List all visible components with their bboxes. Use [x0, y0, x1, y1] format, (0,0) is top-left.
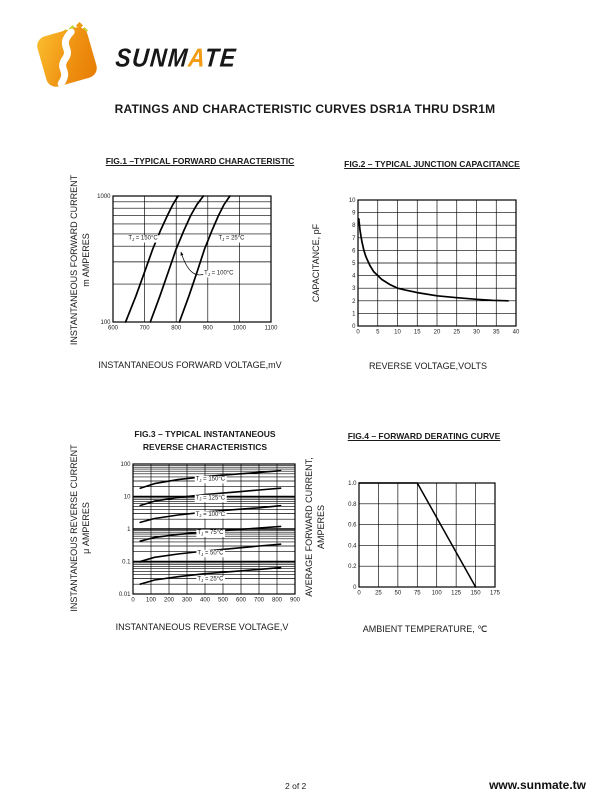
svg-text:100: 100: [146, 598, 157, 604]
svg-text:8: 8: [352, 223, 356, 229]
svg-text:100: 100: [100, 320, 111, 326]
svg-text:300: 300: [182, 598, 193, 604]
svg-text:0.01: 0.01: [119, 592, 131, 598]
svg-text:0: 0: [356, 330, 360, 336]
fig4-chart: 0 25 50 75 100 125 150 175 1.0 0.8 0.6 0.4 0.2 0: [348, 481, 501, 597]
fig4-x-axis-label: AMBIENT TEMPERATURE, ℃: [362, 624, 488, 634]
svg-text:2: 2: [352, 299, 356, 305]
svg-text:500: 500: [218, 598, 229, 604]
svg-text:400: 400: [200, 598, 211, 604]
svg-text:10: 10: [394, 330, 401, 336]
svg-text:800: 800: [171, 326, 182, 332]
svg-text:0.2: 0.2: [348, 564, 357, 570]
svg-text:0.1: 0.1: [122, 560, 131, 566]
svg-text:10: 10: [349, 198, 356, 204]
svg-text:700: 700: [140, 326, 151, 332]
svg-text:200: 200: [164, 598, 175, 604]
svg-text:175: 175: [490, 591, 501, 597]
svg-text:TJ = 150°C: TJ = 150°C: [196, 477, 226, 483]
svg-text:600: 600: [236, 598, 247, 604]
svg-text:TJ = 25°C: TJ = 25°C: [218, 236, 245, 242]
svg-text:TJ = 100°C: TJ = 100°C: [204, 271, 234, 277]
svg-text:75: 75: [414, 591, 421, 597]
website-url: www.sunmate.tw: [489, 778, 586, 792]
svg-text:7: 7: [352, 236, 356, 242]
svg-text:TJ = 150°C: TJ = 150°C: [128, 236, 158, 242]
brand-pre: SUNM: [114, 44, 190, 74]
svg-text:900: 900: [290, 598, 301, 604]
fig1-title: FIG.1 –TYPICAL FORWARD CHARACTERISTIC: [105, 156, 295, 166]
svg-text:TJ = 25°C: TJ = 25°C: [197, 577, 224, 583]
svg-text:0: 0: [357, 591, 361, 597]
fig1-x-axis-label: INSTANTANEOUS FORWARD VOLTAGE,mV: [98, 360, 282, 370]
svg-text:150: 150: [471, 591, 482, 597]
svg-text:125: 125: [451, 591, 462, 597]
fig1-chart: TJ = 150°C TJ = 25°C TJ = 100°C 600 700 800 90…: [97, 194, 279, 332]
svg-text:1: 1: [352, 311, 356, 317]
fig2-chart: 0 5 10 15 20 25 30 35 40 0 1 2 3 4 5 6 7 8 9 10: [349, 198, 520, 336]
fig2-x-axis-label: REVERSE VOLTAGE,VOLTS: [368, 361, 488, 371]
svg-text:10: 10: [124, 495, 131, 501]
svg-text:TJ = 50°C: TJ = 50°C: [197, 550, 224, 556]
fig4-title: FIG.4 – FORWARD DERATING CURVE: [347, 431, 501, 441]
svg-text:5: 5: [352, 261, 356, 267]
fig3-x-axis-label: INSTANTANEOUS REVERSE VOLTAGE,V: [115, 622, 289, 632]
svg-text:3: 3: [352, 286, 356, 292]
page-number: 2 of 2: [285, 781, 307, 791]
fig2-y-axis-label: CAPACITANCE, pF: [311, 223, 321, 303]
svg-text:40: 40: [513, 330, 520, 336]
svg-text:TJ = 75°C: TJ = 75°C: [197, 530, 224, 536]
svg-text:100: 100: [120, 462, 131, 468]
svg-text:1000: 1000: [233, 326, 247, 332]
logo-swoosh-icon: [57, 28, 75, 88]
svg-text:4: 4: [352, 274, 356, 280]
svg-text:0: 0: [352, 324, 356, 330]
brand-wordmark: SUNMATE: [114, 44, 238, 74]
svg-text:TJ = 100°C: TJ = 100°C: [196, 512, 226, 518]
fig3-chart: TJ = 150°C TJ = 125°C TJ = 100°C TJ = 75°C T…: [119, 462, 301, 604]
svg-text:1: 1: [127, 527, 131, 533]
svg-text:30: 30: [473, 330, 480, 336]
sunmate-logo-mark: [34, 24, 100, 90]
svg-text:25: 25: [375, 591, 382, 597]
svg-text:0.8: 0.8: [348, 502, 357, 508]
brand-post: TE: [203, 44, 239, 74]
svg-text:TJ = 125°C: TJ = 125°C: [196, 495, 226, 501]
svg-text:1100: 1100: [265, 326, 279, 332]
svg-text:50: 50: [395, 591, 402, 597]
svg-text:5: 5: [376, 330, 380, 336]
svg-text:25: 25: [453, 330, 460, 336]
svg-text:1000: 1000: [97, 194, 111, 200]
svg-text:15: 15: [414, 330, 421, 336]
svg-text:100: 100: [432, 591, 443, 597]
page-title: RATINGS AND CHARACTERISTIC CURVES DSR1A …: [114, 102, 496, 116]
svg-text:900: 900: [203, 326, 214, 332]
fig2-title: FIG.2 – TYPICAL JUNCTION CAPACITANCE: [344, 159, 520, 169]
svg-text:700: 700: [254, 598, 265, 604]
fig3-title: FIG.3 – TYPICAL INSTANTANEOUS REVERSE CH…: [134, 429, 276, 452]
svg-text:35: 35: [493, 330, 500, 336]
svg-text:6: 6: [352, 248, 356, 254]
svg-text:20: 20: [434, 330, 441, 336]
svg-text:600: 600: [108, 326, 119, 332]
svg-text:1.0: 1.0: [348, 481, 357, 487]
svg-text:0.4: 0.4: [348, 543, 357, 549]
svg-text:800: 800: [272, 598, 283, 604]
svg-text:9: 9: [352, 211, 356, 217]
svg-text:0: 0: [131, 598, 135, 604]
fig3-y-axis-label: INSTANTANEOUS REVERSE CURRENT μ AMPERES: [69, 444, 91, 612]
svg-text:0.6: 0.6: [348, 523, 357, 529]
svg-text:0: 0: [353, 585, 357, 591]
fig4-y-axis-label: AVERAGE FORWARD CURRENT, AMPERES: [304, 457, 326, 597]
